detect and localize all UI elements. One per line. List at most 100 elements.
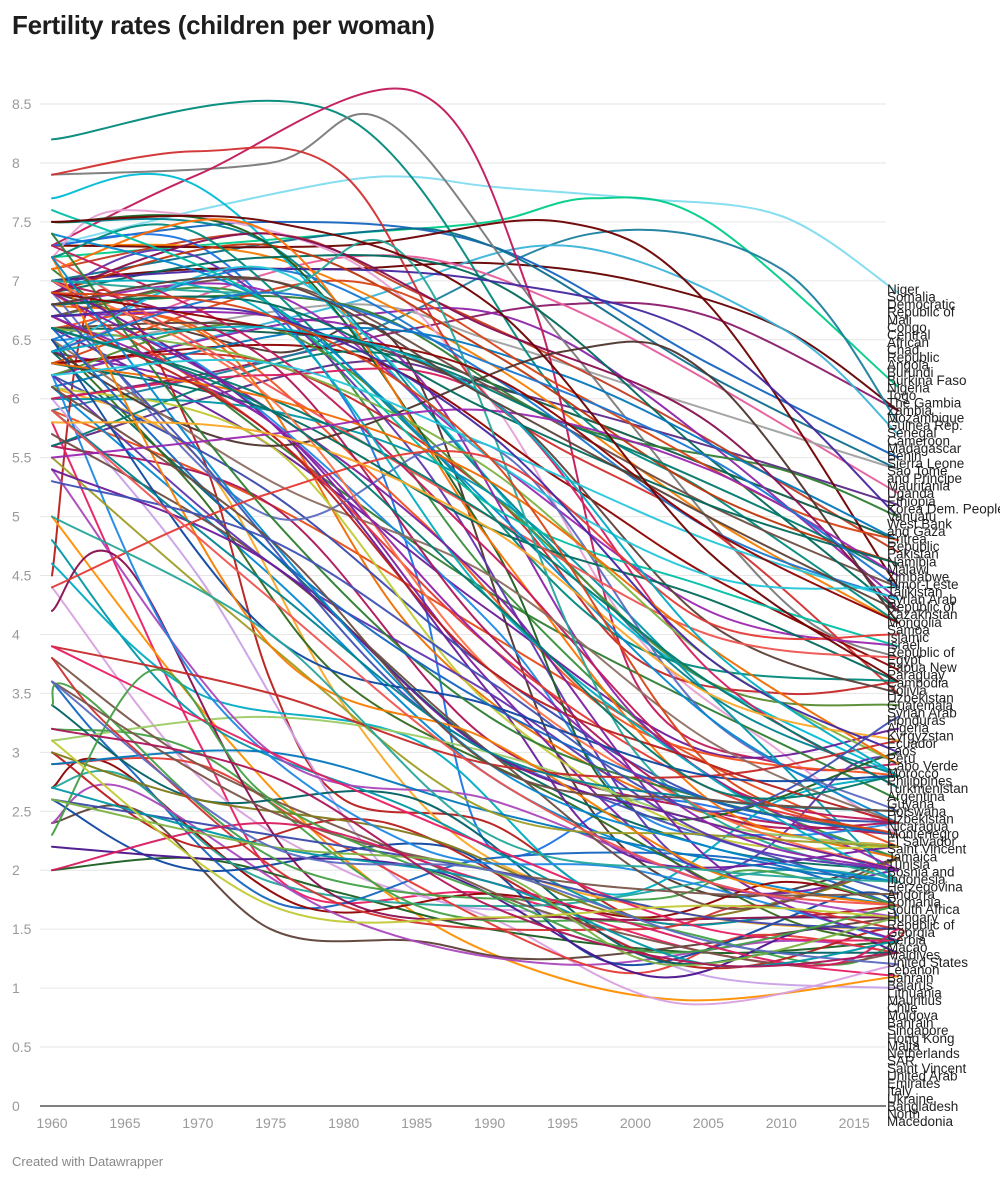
y-tick-label: 8 <box>12 155 20 171</box>
series-line <box>51 306 899 754</box>
series-line <box>51 757 899 975</box>
series-line <box>51 294 899 518</box>
series-line <box>51 468 899 872</box>
series-end-label: Emirates <box>887 1076 941 1091</box>
series-end-label: Sierra Leone <box>887 456 964 471</box>
x-tick-label: 1960 <box>36 1115 67 1131</box>
x-tick-label: 2010 <box>766 1115 797 1131</box>
x-tick-label: 1970 <box>182 1115 213 1131</box>
y-tick-label: 7 <box>12 273 20 289</box>
series-end-label: Romania <box>887 895 942 910</box>
series-line <box>51 680 899 966</box>
series-end-label: West Bank <box>887 516 952 531</box>
series-line <box>51 228 899 424</box>
series-line <box>51 244 899 825</box>
series-end-label: Chad <box>887 343 919 358</box>
series-end-label: Niger <box>887 282 920 297</box>
series-line <box>51 783 899 966</box>
y-tick-label: 2.5 <box>12 803 32 819</box>
series-end-label: Turkmenistan <box>887 781 968 796</box>
series-end-label: Honduras <box>887 713 946 728</box>
series-end-label: Paraguay <box>887 668 945 683</box>
series-end-label: Uzbekistan <box>887 690 954 705</box>
series-end-label: Ethiopia <box>887 494 936 509</box>
series-line <box>51 209 899 648</box>
x-tick-label: 2005 <box>693 1115 724 1131</box>
series-line <box>51 243 899 565</box>
series-line <box>51 549 899 922</box>
series-end-label: Morocco <box>887 766 939 781</box>
series-end-label: The Gambia <box>887 395 962 410</box>
y-tick-label: 7.5 <box>12 214 32 230</box>
series-end-label: Angola <box>887 358 930 373</box>
series-end-label: Chile <box>887 1001 918 1016</box>
series-line <box>51 291 899 589</box>
series-end-label: Vanuatu <box>887 509 936 524</box>
series-end-label: Timor-Leste <box>887 577 959 592</box>
series-line <box>51 456 899 848</box>
series-line <box>51 358 899 601</box>
series-end-label: Malta <box>887 1038 921 1053</box>
series-end-label: Malawi <box>887 562 929 577</box>
series-line <box>51 562 899 896</box>
series-line <box>51 327 899 800</box>
series-line <box>51 727 899 968</box>
series-end-label: Republic of <box>887 917 955 932</box>
series-end-label: Sao Tome <box>887 464 948 479</box>
series-line <box>51 769 899 908</box>
series-line <box>51 421 899 742</box>
x-tick-label: 1975 <box>255 1115 286 1131</box>
series-end-label: Bosnia and <box>887 864 955 879</box>
series-end-label: Serbia <box>887 932 927 947</box>
series-line <box>51 682 899 907</box>
series-end-label: Syrian Arab <box>887 592 957 607</box>
series-line <box>51 238 899 883</box>
series-line <box>51 325 899 777</box>
series-line <box>51 254 899 494</box>
series-end-label: Saint Vincent <box>887 842 967 857</box>
series-line <box>51 279 899 542</box>
y-tick-label: 1.5 <box>12 921 32 937</box>
series-end-label: Benin <box>887 448 922 463</box>
series-end-label: Nigeria <box>887 380 930 395</box>
series-end-label: Republic of <box>887 305 955 320</box>
series-end-label: Lebanon <box>887 963 940 978</box>
series-line <box>51 256 899 883</box>
series-line <box>51 645 899 942</box>
series-end-label: Namibia <box>887 554 937 569</box>
series-end-label: Italy <box>887 1084 912 1099</box>
series-end-label: Laos <box>887 743 917 758</box>
series-line <box>51 515 899 883</box>
series-end-label: Cambodia <box>887 675 949 690</box>
series-end-label: Mauritania <box>887 479 951 494</box>
series-end-label: Kazakhstan <box>887 607 958 622</box>
series-line <box>51 233 899 860</box>
chart-title: Fertility rates (children per woman) <box>12 10 435 40</box>
series-end-label: Tunisia <box>887 857 931 872</box>
x-tick-label: 1980 <box>328 1115 359 1131</box>
series-line <box>51 248 899 872</box>
series-line <box>51 668 899 954</box>
series-end-label: Saint Vincent <box>887 1061 967 1076</box>
series-end-label: SAR <box>887 1053 915 1068</box>
series-line <box>51 146 899 695</box>
series-end-label: Hungary <box>887 910 938 925</box>
series-end-label: Mongolia <box>887 615 942 630</box>
series-end-label: Somalia <box>887 290 936 305</box>
y-tick-label: 2 <box>12 862 20 878</box>
series-line <box>51 214 899 683</box>
series-end-label: Singapore <box>887 1023 949 1038</box>
series-end-label: Moldova <box>887 1008 939 1023</box>
x-tick-label: 2000 <box>620 1115 651 1131</box>
series-line <box>51 444 899 836</box>
y-tick-label: 3 <box>12 744 20 760</box>
series-line <box>51 295 899 565</box>
series-line <box>51 327 899 759</box>
series-end-label: and Principe <box>887 471 962 486</box>
series-line <box>51 374 899 942</box>
series-line <box>51 112 899 659</box>
y-tick-label: 4.5 <box>12 568 32 584</box>
series-line <box>51 315 899 872</box>
series-line <box>51 315 899 825</box>
